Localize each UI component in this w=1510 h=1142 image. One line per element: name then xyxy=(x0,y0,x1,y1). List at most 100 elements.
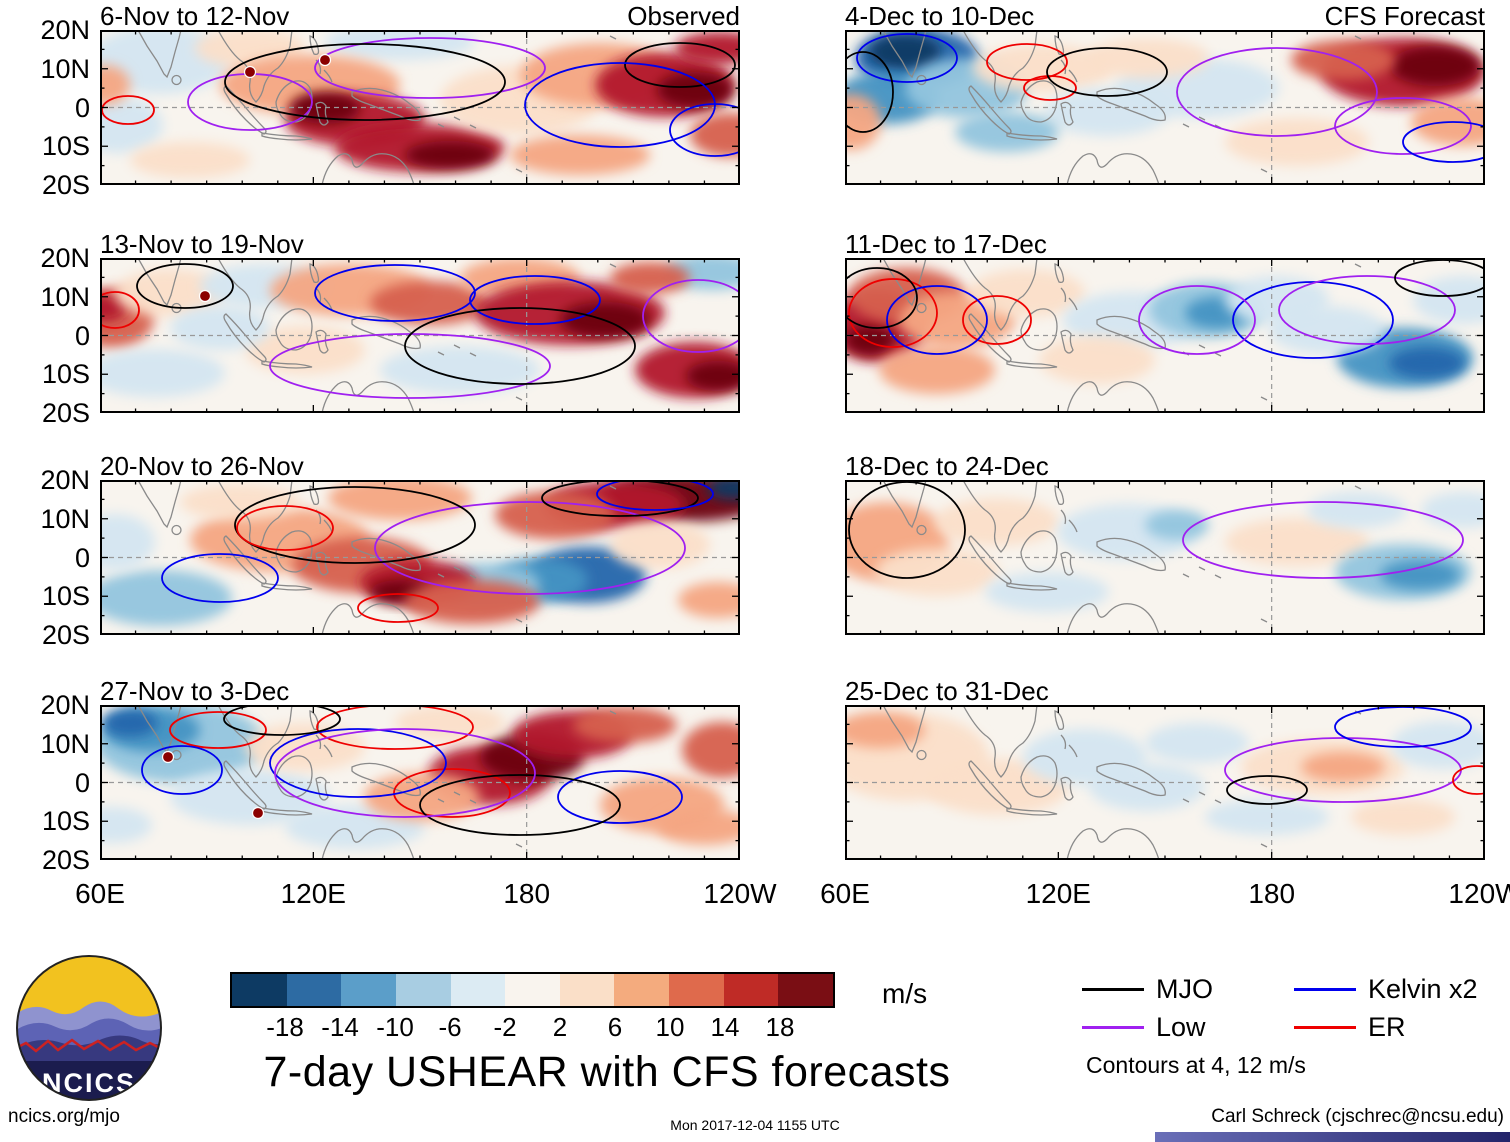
panel-forecast-week3: 18-Dec to 24-Dec xyxy=(845,452,1485,635)
y-axis-label: 0 xyxy=(74,767,90,798)
colorbar xyxy=(230,972,835,1008)
gridlines xyxy=(845,705,1485,860)
contour-lines xyxy=(845,33,1485,163)
panel-forecast-week1: 4-Dec to 10-Dec CFS Forecast xyxy=(845,2,1485,185)
figure-title: 7-day USHEAR with CFS forecasts xyxy=(263,1048,951,1096)
colorbar-cell xyxy=(286,974,342,1006)
x-axis-label: 60E xyxy=(820,878,870,909)
y-axis-label: 20N xyxy=(40,15,90,45)
y-axis-label: 20S xyxy=(41,620,90,650)
panel-date-label: 13-Nov to 19-Nov xyxy=(100,229,304,259)
panel-observed-week4: 27-Nov to 3-Dec xyxy=(100,677,740,860)
x-axis-label: 60E xyxy=(75,878,125,909)
shading-layer xyxy=(845,30,1485,166)
map-canvas xyxy=(845,480,1485,635)
map-canvas xyxy=(845,30,1485,185)
colorbar-cell xyxy=(505,974,560,1006)
colorbar-cell xyxy=(341,974,396,1006)
column-label-cfs-forecast: CFS Forecast xyxy=(1324,1,1485,31)
panel-border xyxy=(100,705,740,860)
column-label-observed: Observed xyxy=(627,1,740,31)
panel-header: 27-Nov to 3-Dec xyxy=(100,677,740,705)
legend-item-er: ER xyxy=(1294,1011,1510,1043)
panel-border xyxy=(100,30,740,185)
legend-item-mjo: MJO xyxy=(1082,973,1294,1005)
panel-border xyxy=(845,30,1485,185)
panel-date-label: 18-Dec to 24-Dec xyxy=(845,451,1049,481)
y-axis-label: 20S xyxy=(41,170,90,200)
panel-date-label: 11-Dec to 17-Dec xyxy=(845,229,1047,259)
gridlines xyxy=(100,30,740,185)
logo-ring xyxy=(16,955,162,1101)
cyclone-marker xyxy=(251,806,265,820)
y-axis-label: 10S xyxy=(41,581,90,612)
cyclone-marker xyxy=(318,53,332,67)
legend-label: ER xyxy=(1368,1011,1406,1042)
colorbar-cell xyxy=(669,974,724,1006)
panel-header: 13-Nov to 19-Nov xyxy=(100,230,740,258)
colorbar-cell xyxy=(450,974,506,1006)
colorbar-cell xyxy=(232,974,287,1006)
x-axis-label: 120W xyxy=(703,878,777,909)
y-axis-label: 20N xyxy=(40,690,90,720)
colorbar-tick-label: 14 xyxy=(710,1012,740,1042)
x-axis-label: 180 xyxy=(1248,878,1296,909)
colorbar-cell xyxy=(778,974,834,1006)
y-axis-label: 10S xyxy=(41,359,90,390)
colorbar-tick-label: 10 xyxy=(655,1012,685,1042)
panel-border xyxy=(100,258,740,413)
footer-timestamp: Mon 2017-12-04 1155 UTC xyxy=(670,1117,840,1133)
colorbar-units: m/s xyxy=(882,978,928,1009)
panel-border xyxy=(100,480,740,635)
legend-item-kelvin-x2: Kelvin x2 xyxy=(1294,973,1510,1005)
y-axis-label: 10N xyxy=(40,281,90,312)
contour-legend: MJO Kelvin x2 Low ER xyxy=(1082,973,1510,1043)
colorbar-tick-label: -14 xyxy=(321,1012,359,1042)
ncics-logo: NCICS xyxy=(14,953,164,1103)
panel-forecast-week4: 25-Dec to 31-Dec xyxy=(845,677,1485,860)
panel-date-label: 6-Nov to 12-Nov xyxy=(100,1,290,31)
map-canvas xyxy=(845,258,1485,413)
colorbar-tick-label: -2 xyxy=(493,1012,517,1042)
cyclone-marker xyxy=(243,65,257,79)
contour-lines xyxy=(161,480,714,623)
coastline xyxy=(882,480,1362,635)
panel-border xyxy=(845,480,1485,635)
panel-date-label: 25-Dec to 31-Dec xyxy=(845,676,1049,706)
contour-note: Contours at 4, 12 m/s xyxy=(1086,1052,1306,1078)
panel-observed-week1: 6-Nov to 12-Nov Observed xyxy=(100,2,740,185)
legend-line xyxy=(1082,1025,1144,1029)
panel-header: 4-Dec to 10-Dec CFS Forecast xyxy=(845,2,1485,30)
colorbar-cell xyxy=(395,974,451,1006)
colorbar-tick-label: 2 xyxy=(552,1012,568,1042)
colorbar-cell xyxy=(559,974,615,1006)
colorbar-tick-label: -6 xyxy=(438,1012,462,1042)
x-axis-label: 120E xyxy=(1025,878,1091,909)
x-axis-label: 120E xyxy=(280,878,346,909)
y-axis-label: 10N xyxy=(40,503,90,534)
map-canvas xyxy=(845,705,1485,860)
panel-header: 20-Nov to 26-Nov xyxy=(100,452,740,480)
panel-observed-week2: 13-Nov to 19-Nov xyxy=(100,230,740,413)
footer-credit: Carl Schreck (cjschrec@ncsu.edu) xyxy=(1211,1106,1504,1127)
colorbar-tick-label: 6 xyxy=(607,1012,623,1042)
logo-text: NCICS xyxy=(42,1068,136,1098)
colorbar-tick-label: 18 xyxy=(765,1012,795,1042)
panel-forecast-week2: 11-Dec to 17-Dec xyxy=(845,230,1485,413)
cyclone-marker xyxy=(198,289,212,303)
logo-red-trace xyxy=(17,1038,161,1053)
colorbar-cell xyxy=(723,974,779,1006)
map-canvas xyxy=(100,480,740,635)
legend-label: Low xyxy=(1156,1011,1206,1042)
x-axis-label: 120W xyxy=(1448,878,1510,909)
gridlines xyxy=(845,258,1485,413)
y-axis-label: 10N xyxy=(40,728,90,759)
map-canvas xyxy=(100,30,740,185)
y-axis-label: 10S xyxy=(41,806,90,837)
colorbar-cell xyxy=(614,974,670,1006)
panel-header: 11-Dec to 17-Dec xyxy=(845,230,1485,258)
legend-item-low: Low xyxy=(1082,1011,1294,1043)
contour-lines xyxy=(141,705,683,836)
y-axis-label: 20N xyxy=(40,243,90,273)
